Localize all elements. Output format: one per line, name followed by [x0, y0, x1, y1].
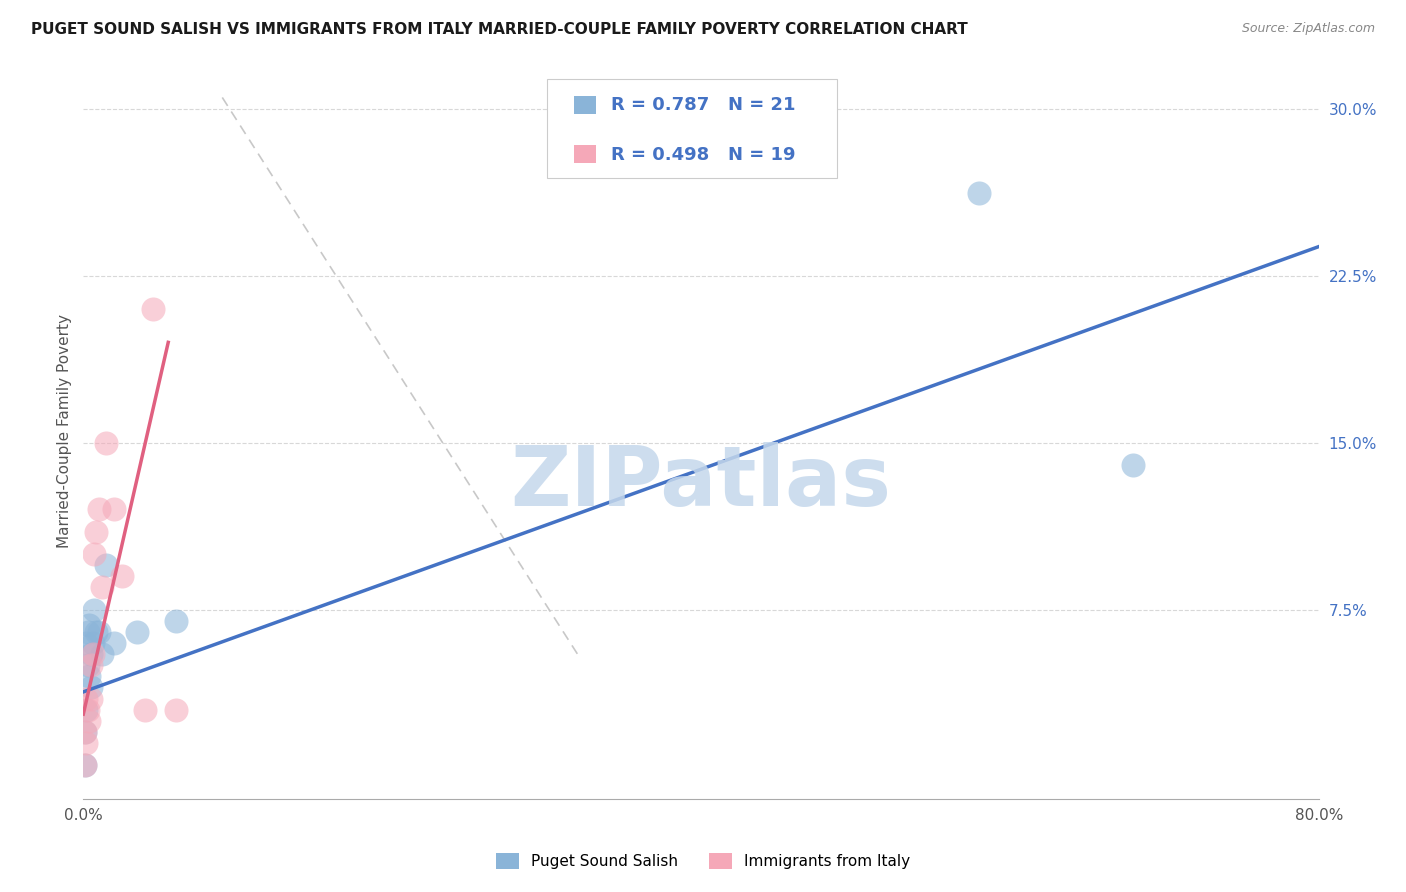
Point — [127, 624, 149, 639]
Point — [73, 725, 96, 739]
Point — [142, 301, 165, 316]
Point — [82, 647, 104, 661]
Legend: Puget Sound Salish, Immigrants from Italy: Puget Sound Salish, Immigrants from Ital… — [489, 847, 917, 875]
Point — [80, 647, 103, 661]
Point — [75, 636, 97, 650]
Point — [111, 569, 134, 583]
Point — [80, 658, 103, 673]
Point — [82, 636, 104, 650]
Point — [77, 703, 100, 717]
Point — [79, 714, 101, 728]
Text: R = 0.787   N = 21: R = 0.787 N = 21 — [610, 96, 796, 114]
Y-axis label: Married-Couple Family Poverty: Married-Couple Family Poverty — [58, 314, 72, 549]
Point — [80, 691, 103, 706]
Text: Source: ZipAtlas.com: Source: ZipAtlas.com — [1241, 22, 1375, 36]
FancyBboxPatch shape — [547, 78, 837, 178]
Text: PUGET SOUND SALISH VS IMMIGRANTS FROM ITALY MARRIED-COUPLE FAMILY POVERTY CORREL: PUGET SOUND SALISH VS IMMIGRANTS FROM IT… — [31, 22, 967, 37]
Point — [134, 703, 156, 717]
Point — [83, 547, 105, 561]
Point — [84, 624, 107, 639]
Point — [77, 624, 100, 639]
Point — [967, 186, 990, 201]
Point — [96, 558, 118, 572]
Point — [75, 736, 97, 750]
Point — [75, 703, 97, 717]
Point — [103, 502, 125, 516]
Text: ZIPatlas: ZIPatlas — [510, 442, 891, 524]
Point — [75, 691, 97, 706]
Point — [79, 669, 101, 683]
Point — [77, 658, 100, 673]
Point — [84, 524, 107, 539]
Point — [165, 703, 187, 717]
Point — [87, 502, 110, 516]
Point — [1122, 458, 1144, 472]
Point — [80, 681, 103, 695]
Point — [90, 647, 112, 661]
Point — [79, 618, 101, 632]
Text: R = 0.498   N = 19: R = 0.498 N = 19 — [610, 145, 796, 163]
Point — [73, 758, 96, 772]
Point — [103, 636, 125, 650]
Point — [73, 725, 96, 739]
Point — [96, 435, 118, 450]
Point — [83, 602, 105, 616]
Point — [165, 614, 187, 628]
FancyBboxPatch shape — [574, 95, 596, 114]
FancyBboxPatch shape — [574, 145, 596, 163]
Point — [73, 758, 96, 772]
Point — [87, 624, 110, 639]
Point — [90, 580, 112, 594]
